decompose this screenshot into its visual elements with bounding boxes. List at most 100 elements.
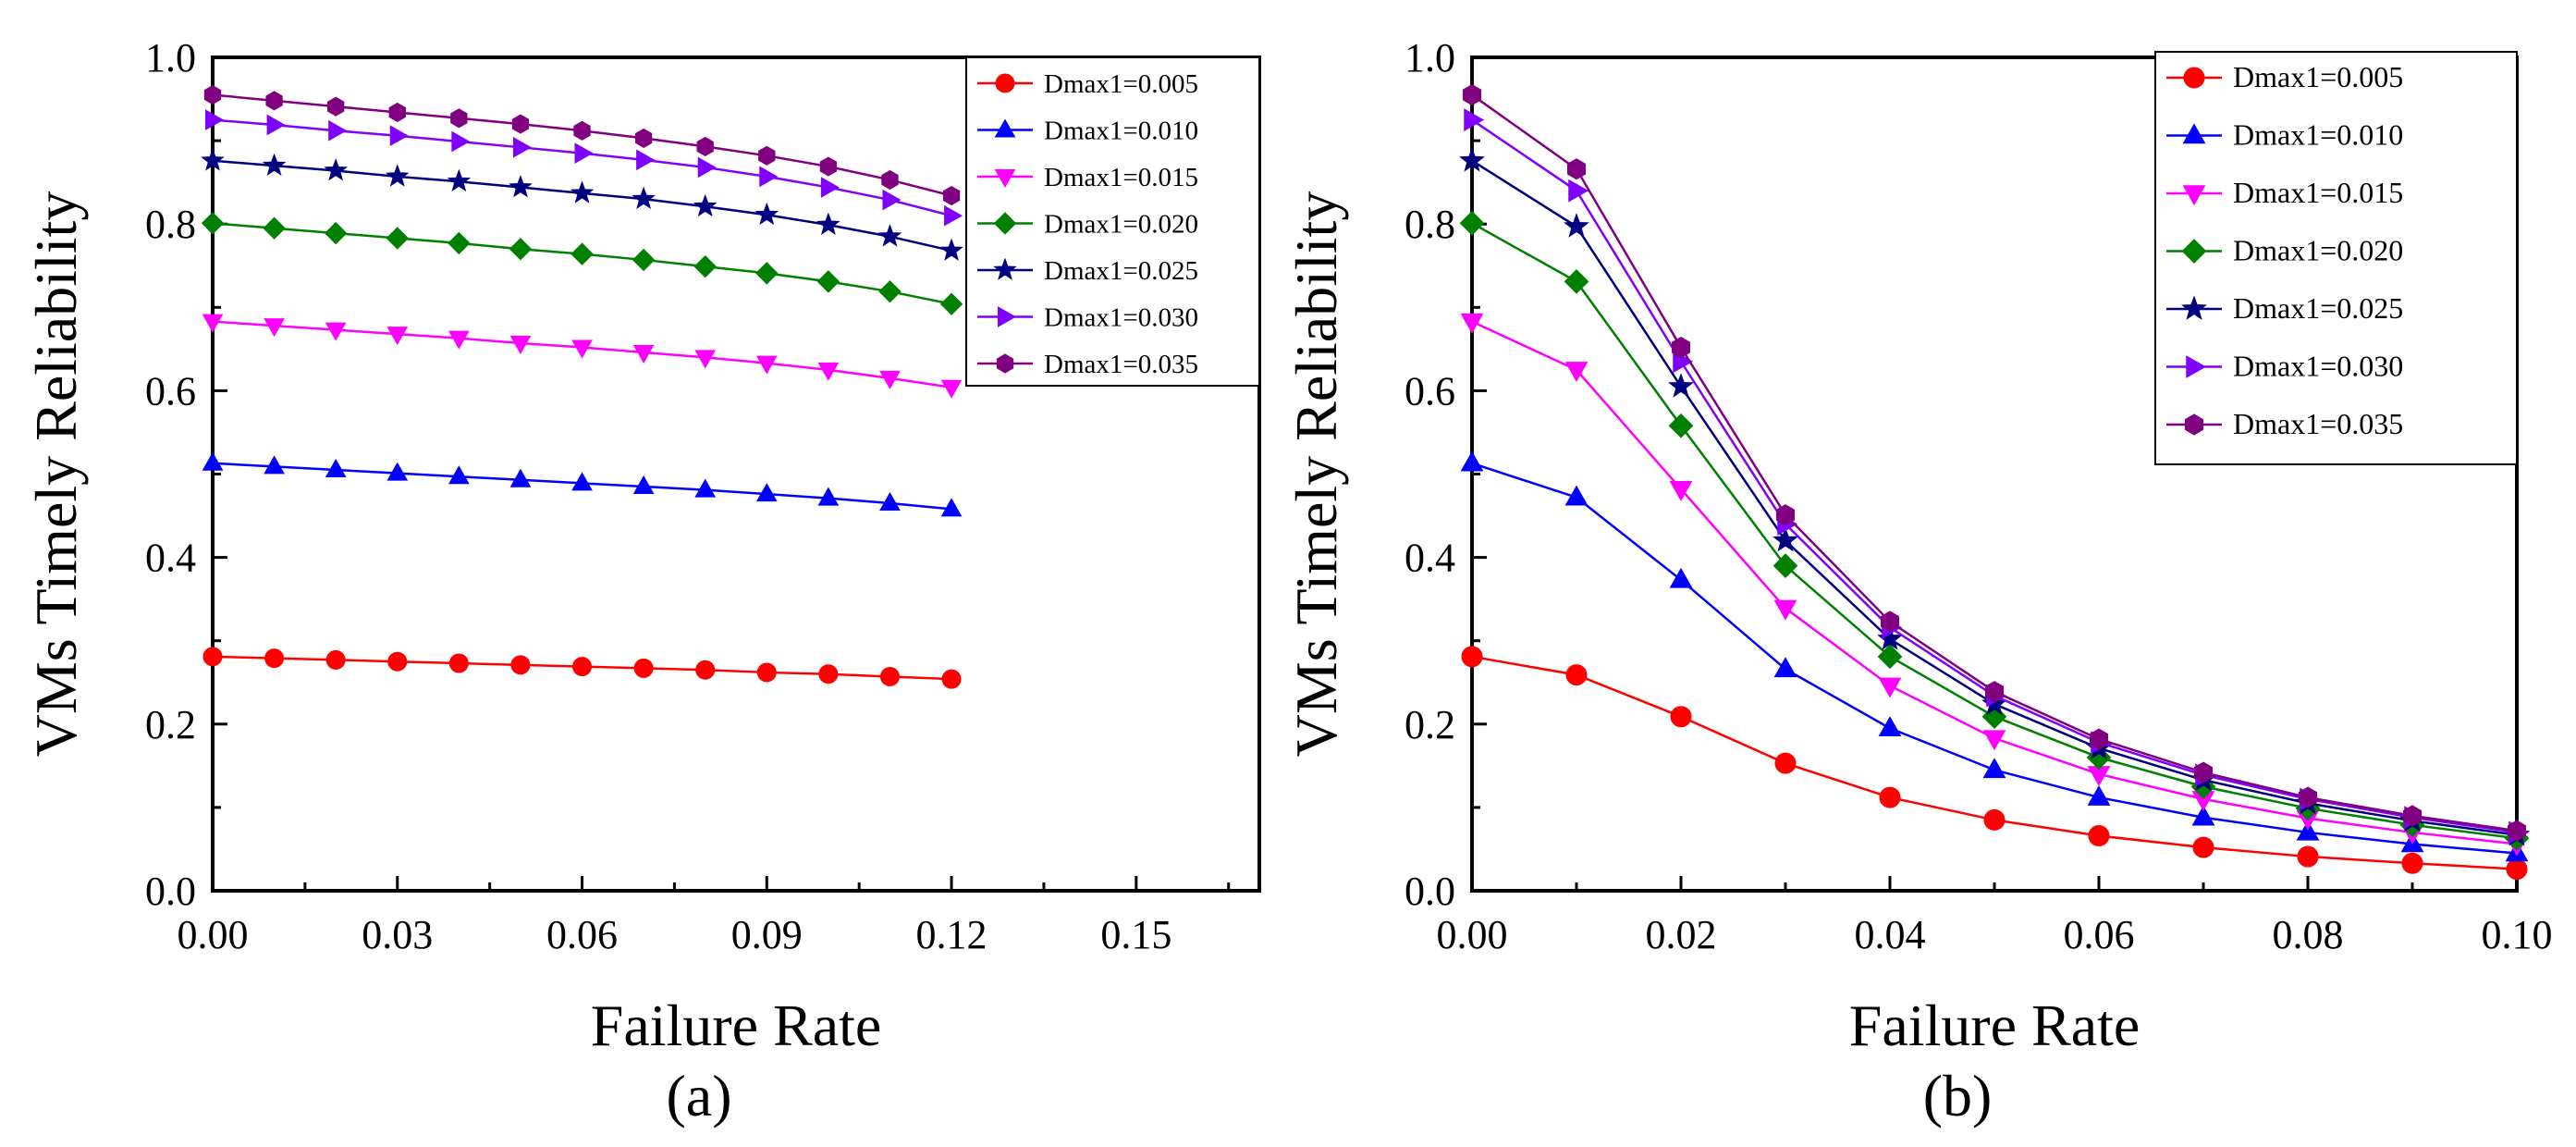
data-point [1773, 657, 1797, 678]
data-point [1775, 504, 1796, 526]
data-point [1774, 752, 1797, 774]
data-point [389, 125, 409, 147]
data-point [2088, 825, 2110, 847]
data-point [262, 153, 287, 177]
series-Dmax1=0.025 [201, 148, 963, 261]
legend-marker [2183, 67, 2205, 89]
legend-marker [2182, 185, 2206, 206]
data-point [696, 136, 714, 156]
legend-label: Dmax1=0.020 [1044, 210, 1198, 240]
data-point [509, 238, 533, 261]
data-point [2191, 805, 2215, 826]
data-point [2506, 858, 2528, 881]
data-point [1464, 108, 1485, 131]
data-point [448, 330, 470, 350]
data-point [1982, 730, 2006, 751]
data-point [1670, 706, 1692, 728]
data-point [1669, 480, 1693, 501]
data-point [570, 242, 594, 265]
data-point [818, 664, 839, 684]
data-point [1461, 646, 1483, 668]
data-point [1566, 158, 1587, 180]
data-point [759, 166, 779, 188]
data-point [2087, 784, 2111, 806]
data-point [1564, 362, 1589, 382]
data-point [202, 647, 223, 667]
data-point [263, 216, 286, 240]
legend-box [2154, 51, 2518, 465]
data-point [1668, 413, 1694, 438]
data-point [201, 148, 225, 171]
data-point [879, 370, 901, 389]
x-tick-label: 0.08 [2273, 912, 2344, 957]
panel-label: (a) [666, 1063, 731, 1128]
legend-marker [2186, 355, 2207, 378]
data-point [448, 653, 469, 673]
data-point [633, 658, 654, 678]
data-point [636, 149, 656, 171]
data-point [570, 180, 595, 204]
data-point [697, 156, 717, 179]
legend-marker [2181, 295, 2207, 320]
x-axis-title: Failure Rate [591, 993, 882, 1058]
data-point [1459, 210, 1485, 236]
legend-label: Dmax1=0.020 [2233, 234, 2403, 267]
data-point [264, 648, 285, 669]
legend-label: Dmax1=0.035 [2233, 407, 2403, 440]
series-line [1471, 462, 2518, 855]
series-line [212, 159, 952, 253]
y-axis-title: VMs Timely Reliability [1283, 191, 1349, 758]
x-tick-label: 0.00 [178, 912, 249, 957]
data-point [942, 185, 961, 206]
data-point [325, 458, 347, 477]
data-point [819, 156, 838, 177]
data-point [202, 314, 224, 333]
series-Dmax1=0.030 [205, 109, 963, 227]
data-point [266, 114, 286, 136]
data-point [2296, 820, 2320, 841]
data-point [1773, 553, 1798, 578]
data-point [1878, 677, 1902, 698]
legend-label: Dmax1=0.035 [1044, 350, 1198, 379]
data-point [328, 119, 348, 142]
data-point [385, 164, 410, 187]
data-point [879, 492, 901, 512]
data-point [693, 254, 717, 278]
data-point [2298, 786, 2318, 808]
data-point [205, 109, 225, 130]
data-point [572, 657, 593, 677]
legend-label: Dmax1=0.015 [2233, 176, 2403, 209]
data-point [1878, 716, 1902, 737]
series-line [212, 93, 952, 197]
data-point [571, 339, 593, 359]
data-point [2507, 820, 2527, 842]
x-tick-label: 0.03 [362, 912, 433, 957]
data-point [1564, 485, 1589, 506]
series-Dmax1=0.010 [202, 451, 963, 517]
x-tick-label: 0.12 [916, 912, 987, 957]
data-point [324, 221, 348, 245]
data-point [386, 327, 409, 346]
data-point [264, 318, 285, 338]
data-point [509, 175, 533, 198]
y-tick-label: 0.8 [1405, 202, 1455, 247]
data-point [2193, 761, 2214, 783]
x-tick-label: 0.00 [1437, 912, 1508, 957]
data-point [694, 478, 717, 498]
data-point [1462, 83, 1482, 106]
data-point [2401, 852, 2423, 874]
legend-label: Dmax1=0.005 [2233, 60, 2403, 93]
y-tick-label: 0.8 [145, 202, 196, 247]
data-point [758, 145, 776, 166]
data-point [694, 350, 717, 369]
legend-marker [993, 212, 1017, 235]
data-point [571, 472, 593, 491]
legend-marker [998, 306, 1017, 327]
legend-label: Dmax1=0.015 [1044, 163, 1198, 192]
x-tick-label: 0.04 [1855, 912, 1926, 957]
data-point [512, 136, 532, 158]
data-point [632, 186, 656, 210]
legend-box [965, 56, 1260, 387]
legend-label: Dmax1=0.030 [1044, 303, 1198, 333]
data-point [451, 130, 471, 153]
